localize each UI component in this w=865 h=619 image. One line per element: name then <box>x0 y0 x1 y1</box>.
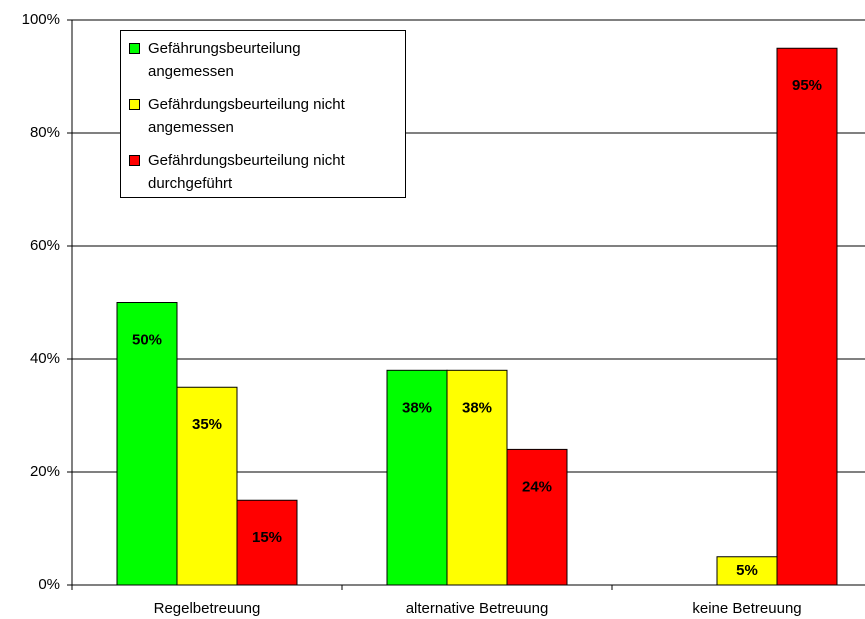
legend-label: Gefährdungsbeurteilung nicht durchgeführ… <box>148 152 345 192</box>
bar <box>116 302 178 586</box>
bar <box>236 499 298 586</box>
legend-swatch <box>129 155 140 166</box>
legend-swatch <box>129 99 140 110</box>
y-tick-label: 0% <box>38 576 60 593</box>
bar <box>176 386 238 586</box>
value-label: 38% <box>402 399 432 416</box>
legend-item: Gefährdungsbeurteilung nicht durchgeführ… <box>129 149 397 195</box>
y-tick-label: 60% <box>30 237 60 254</box>
bar <box>506 448 568 586</box>
bar <box>386 369 448 586</box>
x-tick-label: keine Betreuung <box>692 600 801 617</box>
value-label: 35% <box>192 416 222 433</box>
value-label: 38% <box>462 399 492 416</box>
bar <box>446 369 508 586</box>
value-label: 24% <box>522 478 552 495</box>
y-tick-label: 40% <box>30 350 60 367</box>
bar <box>776 47 838 586</box>
value-label: 95% <box>792 77 822 94</box>
x-tick-label: Regelbetreuung <box>154 600 261 617</box>
y-tick-label: 100% <box>22 11 60 28</box>
y-tick-label: 80% <box>30 124 60 141</box>
legend-label: Gefährungsbeurteilung angemessen <box>148 40 301 80</box>
legend-item: Gefährdungsbeurteilung nicht angemessen <box>129 93 397 139</box>
bar <box>716 556 778 586</box>
value-label: 5% <box>736 562 758 579</box>
y-tick-label: 20% <box>30 463 60 480</box>
x-tick-label: alternative Betreuung <box>406 600 549 617</box>
value-label: 15% <box>252 529 282 546</box>
legend-swatch <box>129 43 140 54</box>
legend: Gefährungsbeurteilung angemessen Gefährdu… <box>120 30 406 198</box>
legend-label: Gefährdungsbeurteilung nicht angemessen <box>148 96 345 136</box>
value-label: 50% <box>132 331 162 348</box>
legend-item: Gefährungsbeurteilung angemessen <box>129 37 397 83</box>
